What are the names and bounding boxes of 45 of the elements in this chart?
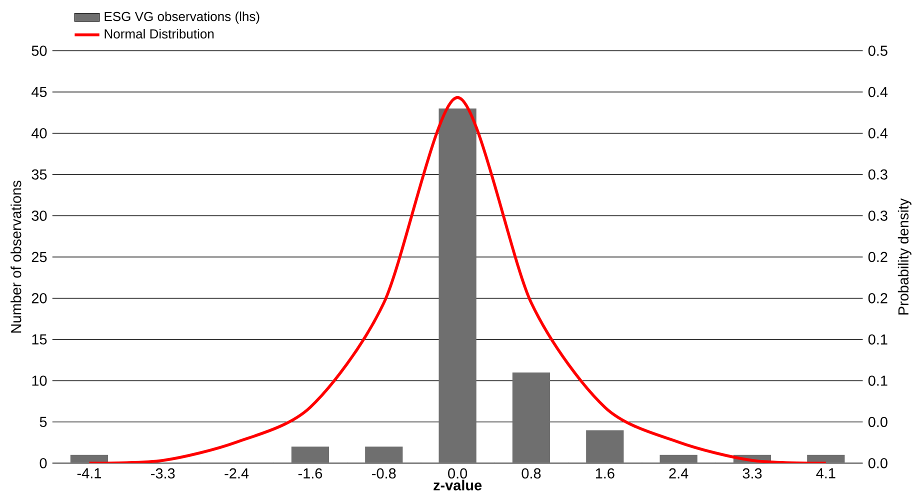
y-tick-label: 5 (40, 416, 47, 427)
y2-tick-label: 0.4 (868, 86, 888, 98)
x-tick-label: 4.1 (816, 468, 836, 478)
y-tick-label: 20 (32, 293, 47, 304)
bar (365, 446, 403, 464)
y2-tick-label: 0.2 (868, 252, 888, 262)
y-tick-label: 50 (32, 46, 47, 56)
bar (438, 108, 476, 464)
x-tick-label: 3.3 (742, 468, 762, 479)
y-tick-label: 30 (32, 210, 47, 221)
x-tick-label: -2.4 (224, 468, 249, 478)
y2-tick-label: 0.3 (868, 169, 888, 180)
y-tick-label: 40 (32, 128, 47, 138)
y-tick-label: 45 (32, 86, 47, 98)
y-tick-label: 0 (40, 458, 47, 468)
legend-label: Normal Distribution (104, 28, 214, 39)
x-tick-label: 0.0 (448, 468, 468, 479)
bar (512, 372, 550, 464)
bar (291, 446, 330, 464)
legend-label: ESG VG observations (lhs) (104, 12, 260, 24)
y2-tick-label: 0.0 (868, 416, 888, 428)
y2-tick-label: 0.4 (868, 128, 888, 138)
x-tick-label: 2.4 (669, 468, 688, 478)
x-tick-label: -0.8 (372, 468, 396, 479)
y2-axis-title: Probability density (898, 198, 912, 314)
x-tick-label: 1.6 (596, 468, 614, 479)
y-axis-title: Number of observations (10, 180, 22, 333)
y2-tick-label: 0.2 (868, 293, 888, 304)
y2-tick-label: 0.3 (868, 210, 888, 221)
y-tick-label: 10 (32, 376, 47, 386)
x-tick-label: -3.3 (151, 468, 175, 479)
x-tick-label: -4.1 (77, 468, 101, 478)
x-tick-label: -1.6 (298, 468, 322, 479)
y2-tick-label: 0.1 (868, 376, 888, 386)
y-tick-label: 25 (32, 252, 47, 262)
x-axis-title: z-value (434, 480, 482, 490)
y-tick-label: 35 (32, 169, 47, 180)
bar (660, 454, 698, 464)
y2-tick-label: 0.0 (868, 458, 888, 468)
y2-tick-label: 0.1 (868, 334, 888, 345)
line-series (88, 96, 828, 464)
x-tick-label: 0.8 (522, 468, 541, 479)
y2-tick-label: 0.5 (868, 46, 888, 56)
bar (586, 430, 624, 464)
y-tick-label: 15 (32, 334, 47, 344)
